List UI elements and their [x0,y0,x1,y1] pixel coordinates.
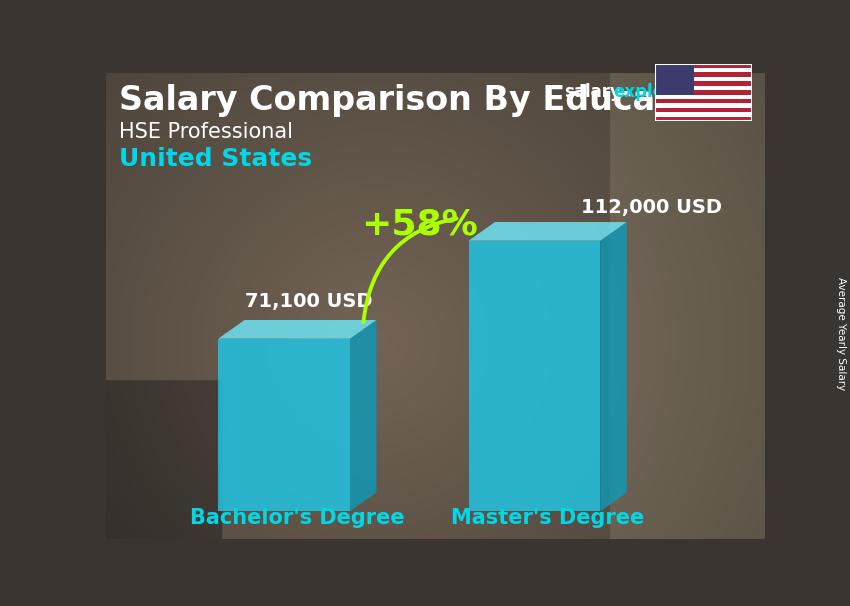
Polygon shape [654,68,752,73]
Polygon shape [654,64,752,68]
Text: 112,000 USD: 112,000 USD [581,198,722,218]
Polygon shape [654,90,752,95]
Text: +58%: +58% [360,207,478,241]
Text: explorer.com: explorer.com [614,83,735,101]
Text: Salary Comparison By Education: Salary Comparison By Education [119,84,729,118]
Polygon shape [468,222,626,241]
Polygon shape [218,339,350,511]
Text: United States: United States [119,147,313,171]
Polygon shape [654,64,694,95]
Polygon shape [600,222,626,511]
Polygon shape [654,95,752,99]
Polygon shape [468,241,600,511]
Polygon shape [654,73,752,77]
Polygon shape [654,108,752,112]
Polygon shape [654,81,752,86]
Polygon shape [654,112,752,117]
Text: salary: salary [564,83,621,101]
Polygon shape [654,99,752,104]
Text: Master's Degree: Master's Degree [451,508,644,528]
Polygon shape [218,320,377,339]
Polygon shape [654,117,752,121]
Polygon shape [350,320,377,511]
Text: HSE Professional: HSE Professional [119,122,293,142]
Polygon shape [654,104,752,108]
FancyArrowPatch shape [364,218,456,322]
Polygon shape [654,86,752,90]
Polygon shape [654,77,752,81]
Text: Bachelor's Degree: Bachelor's Degree [190,508,405,528]
Text: 71,100 USD: 71,100 USD [245,291,372,311]
Text: Average Yearly Salary: Average Yearly Salary [836,277,846,390]
